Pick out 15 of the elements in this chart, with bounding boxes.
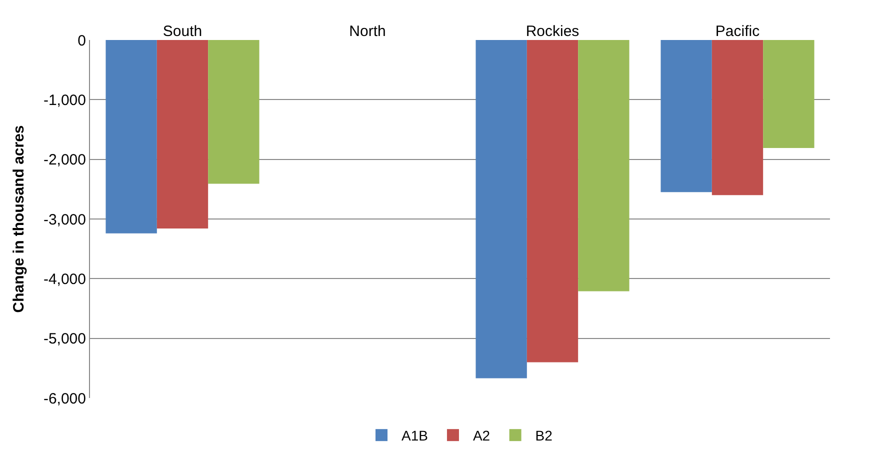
legend-label: A1B — [402, 428, 428, 444]
y-tick-label: -3,000 — [43, 211, 86, 228]
y-axis-title: Change in thousand acres — [10, 125, 28, 313]
y-tick-label: -5,000 — [43, 330, 86, 348]
y-tick-label: -1,000 — [43, 92, 86, 109]
legend-label: A2 — [472, 428, 490, 444]
x-tick-label: Rockies — [526, 23, 580, 40]
y-tick-label: -4,000 — [43, 270, 86, 288]
y-tick-label: 0 — [78, 32, 86, 50]
legend-label: B2 — [535, 428, 553, 444]
x-tick-label: South — [162, 23, 202, 40]
y-tick-label: -2,000 — [43, 152, 86, 169]
x-tick-label: North — [349, 23, 386, 40]
x-tick-label: Pacific — [715, 23, 760, 40]
y-tick-label: -6,000 — [43, 390, 86, 408]
